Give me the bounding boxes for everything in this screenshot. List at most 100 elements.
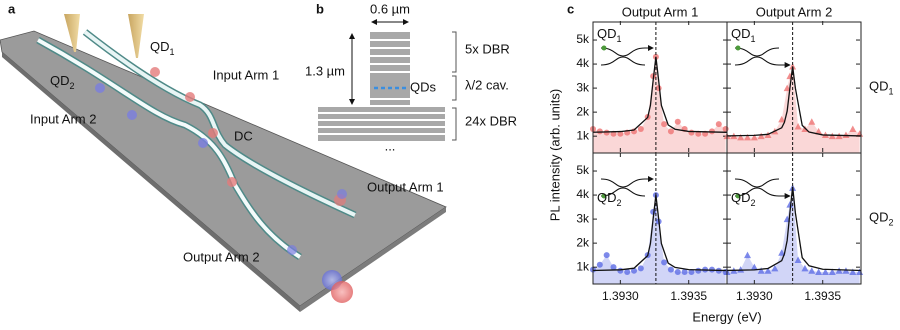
data-point: [778, 249, 786, 256]
inset-coupler: [734, 187, 780, 197]
data-point: [815, 127, 823, 135]
data-point: [610, 264, 617, 271]
data-point: [856, 268, 864, 275]
data-point: [637, 125, 644, 132]
y-tick-label: 2k: [576, 235, 590, 249]
y-axis-label: PL intensity (arb. units): [547, 89, 562, 221]
data-point: [603, 252, 610, 259]
data-point: [778, 115, 786, 123]
data-point: [794, 256, 802, 263]
y-tick-label: 5k: [576, 163, 590, 177]
data-point: [667, 128, 674, 135]
data-point: [828, 132, 836, 140]
data-point: [722, 125, 729, 132]
annotation: Output Arm 1: [367, 179, 444, 194]
annotation: 24x DBR: [465, 113, 517, 128]
data-point: [596, 261, 603, 268]
inset-dot: [601, 193, 607, 199]
x-tick-label: 1.3930: [602, 289, 639, 303]
data-point: [783, 84, 791, 92]
data-point: [828, 268, 836, 275]
row-label-sub: 2: [889, 218, 894, 228]
inset-label: QD2: [597, 190, 622, 208]
annotation: Input Arm 1: [213, 67, 279, 82]
inset-label-base: QD: [597, 26, 617, 41]
data-point: [842, 131, 850, 138]
column-title: Output Arm 1: [622, 4, 699, 19]
annotation: Output Arm 2: [183, 249, 260, 264]
qd-label-sub: 1: [170, 47, 175, 57]
inset-schematic: [600, 45, 654, 66]
y-tick-label: 2k: [576, 104, 590, 118]
data-point: [688, 268, 695, 275]
row-label: QD2: [869, 210, 894, 228]
data-point: [624, 268, 631, 275]
row-label-sub: 1: [889, 87, 894, 97]
micropillar-schematic: [318, 19, 457, 141]
data-point: [661, 121, 668, 128]
row-label-base: QD: [869, 79, 889, 94]
x-tick-label: 1.3935: [804, 289, 841, 303]
inset-coupler: [734, 47, 780, 57]
data-point: [681, 268, 688, 275]
inset-dot: [735, 45, 741, 51]
data-point: [789, 62, 797, 70]
row-label: QD1: [869, 79, 894, 97]
x-axis-label: Energy (eV): [692, 309, 761, 324]
data-point: [715, 121, 722, 128]
data-point: [688, 129, 695, 136]
inset-label: QD1: [731, 26, 756, 44]
inset-coupler: [734, 56, 780, 66]
inset-label-sub: 2: [617, 198, 622, 208]
data-point: [815, 268, 823, 275]
y-tick-label: 3k: [576, 211, 590, 225]
qd-label: QD1: [150, 39, 175, 57]
signal-area: [727, 187, 860, 284]
data-point: [744, 251, 752, 259]
annotation: λ/2 cav.: [465, 77, 509, 92]
data-point: [695, 267, 702, 274]
annotation: ...: [385, 138, 396, 153]
data-point: [849, 268, 857, 275]
data-point: [750, 263, 758, 271]
inset-coupler: [600, 178, 646, 188]
inset-label-base: QD: [731, 26, 751, 41]
data-point: [764, 267, 772, 274]
data-point: [674, 118, 681, 125]
column-title: Output Arm 2: [756, 4, 833, 19]
inset-label-base: QD: [731, 190, 751, 205]
panel-label: b: [316, 1, 324, 16]
data-point: [737, 133, 745, 141]
chip-illustration: [0, 14, 447, 312]
qd-label-base: QD: [150, 39, 170, 54]
data-point: [596, 128, 603, 135]
row-label-base: QD: [869, 210, 889, 225]
inset-dot: [735, 193, 741, 199]
data-point: [617, 130, 624, 137]
signal-area: [593, 195, 726, 284]
data-point: [786, 201, 794, 208]
x-tick-label: 1.3935: [670, 289, 707, 303]
data-point: [750, 133, 758, 141]
y-tick-label: 4k: [576, 187, 590, 201]
data-point: [661, 259, 668, 266]
inset-label: QD1: [597, 26, 622, 44]
qd-label-base: QD: [50, 73, 70, 88]
annotation: QDs: [410, 79, 437, 94]
inset-dot: [601, 45, 607, 51]
inset-coupler: [734, 178, 780, 188]
plot-frame: [726, 152, 862, 285]
signal-area: [727, 66, 860, 153]
data-point: [617, 267, 624, 274]
data-point: [808, 118, 816, 125]
annotation: 1.3 µm: [305, 63, 345, 78]
data-point: [849, 125, 857, 132]
data-point: [808, 267, 816, 274]
data-point: [674, 268, 681, 275]
panel-labels: a Input Arm 1 Input Arm 2 DC Output Arm …: [8, 1, 762, 324]
inset-label: QD2: [731, 190, 756, 208]
signal-area: [593, 56, 726, 153]
inset-coupler: [600, 187, 646, 197]
qd-label: QD2: [50, 73, 75, 91]
inset-coupler: [600, 47, 646, 57]
